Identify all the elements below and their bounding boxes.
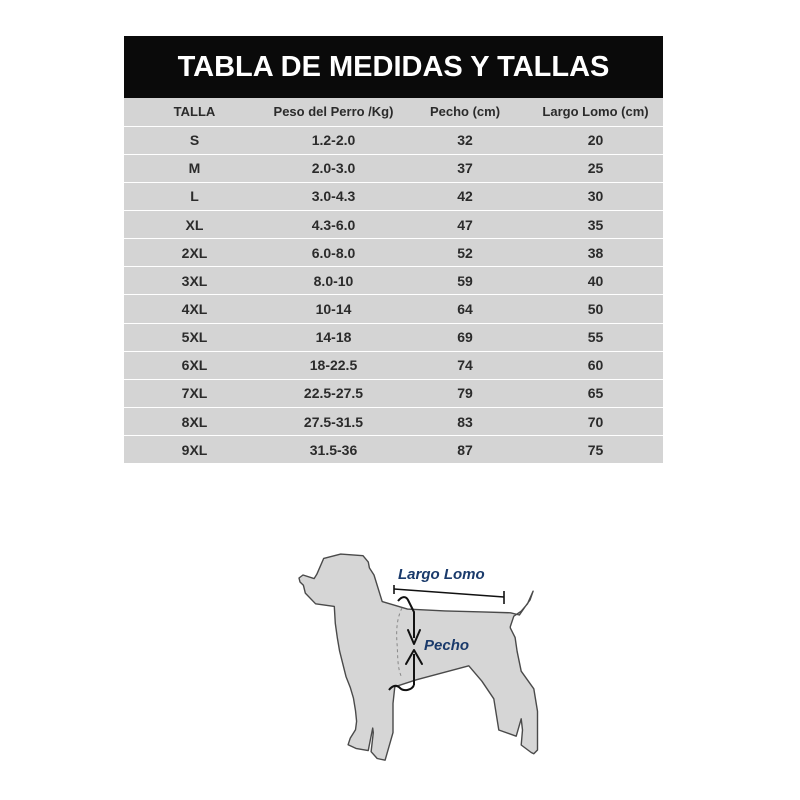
- svg-text:Pecho: Pecho: [424, 637, 469, 654]
- svg-text:Largo Lomo: Largo Lomo: [398, 566, 485, 583]
